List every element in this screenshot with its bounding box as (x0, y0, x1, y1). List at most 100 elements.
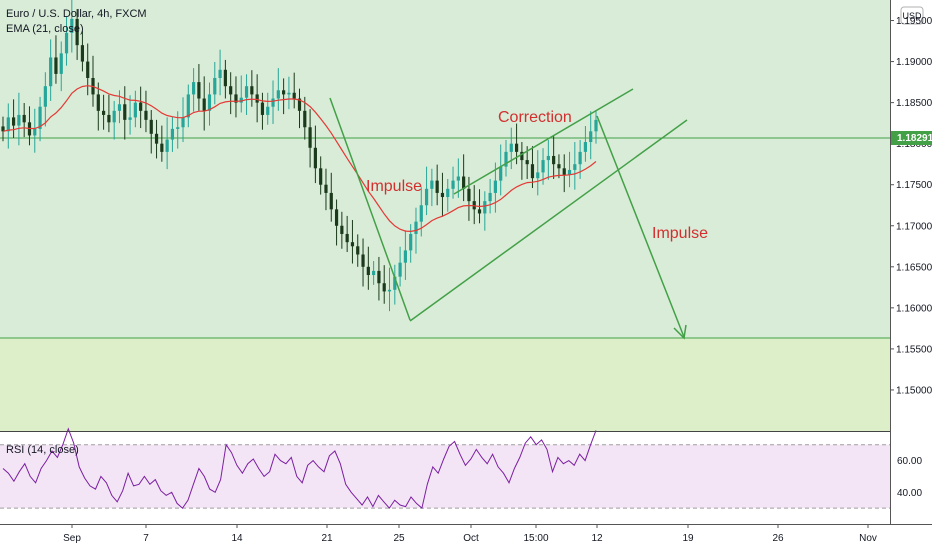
candle-body (589, 131, 593, 143)
candle-body (477, 209, 482, 214)
candle-body (451, 180, 455, 189)
candle-body (403, 250, 407, 263)
candle-body (64, 32, 69, 54)
candle-body (462, 176, 466, 189)
time-tick-label: 21 (321, 533, 333, 544)
currency-button[interactable] (900, 6, 924, 25)
candle-body (6, 117, 10, 132)
candle-body (340, 225, 344, 234)
candle-body (229, 86, 233, 95)
candle-body (541, 160, 545, 173)
candles-group (1, 0, 598, 312)
rsi-legend[interactable]: RSI (14, close) (6, 443, 79, 458)
candle-body (525, 160, 529, 165)
impulse-down-label: Impulse (366, 178, 422, 195)
time-tick-label: Nov (859, 533, 877, 544)
candle-body (546, 155, 550, 161)
candle-body (276, 90, 280, 99)
price-axis[interactable]: USD 1.195001.190001.185001.180001.175001… (890, 6, 932, 396)
candle-body (207, 94, 212, 111)
candle-body (562, 168, 566, 175)
candle-body (514, 143, 519, 152)
legend: Euro / U.S. Dollar, 4h, FXCM EMA (21, cl… (6, 7, 147, 37)
price-tick-label: 1.18500 (896, 98, 932, 109)
candle-body (356, 246, 360, 255)
candle-body (144, 110, 148, 120)
impulse-down-line[interactable] (329, 97, 411, 321)
time-tick-label: 26 (772, 533, 784, 544)
candle-body (319, 168, 323, 185)
candle-body (552, 155, 556, 165)
projection-arrowhead (673, 324, 687, 340)
candle-body (393, 276, 397, 290)
lower-zone (0, 338, 890, 431)
rsi-line (2, 427, 597, 510)
candle-body (213, 77, 217, 95)
candle-body (266, 106, 270, 115)
time-tick-label: 15:00 (523, 533, 548, 544)
candle-body (467, 188, 471, 202)
candle-body (573, 164, 577, 170)
candle-body (440, 192, 445, 198)
candle-body (181, 117, 185, 128)
candle-body (536, 172, 540, 179)
price-tick-label: 1.15000 (896, 385, 932, 396)
candle-body (139, 102, 143, 111)
candle-body (430, 180, 434, 189)
time-tick-label: 14 (231, 533, 243, 544)
candle-body (176, 127, 180, 129)
candle-body (186, 94, 190, 118)
candle-body (192, 82, 196, 95)
price-tick-label: 1.16500 (896, 262, 932, 273)
candle-body (218, 69, 222, 78)
candle-body (557, 164, 561, 169)
current-price-label: 1.18291 (897, 133, 932, 144)
time-tick-label: Oct (463, 533, 479, 544)
candle-body (435, 180, 439, 193)
candle-body (165, 139, 169, 152)
candle-body (250, 86, 254, 95)
candle-body (372, 270, 376, 276)
time-tick-label: 19 (682, 533, 694, 544)
channel-upper-line[interactable] (453, 88, 634, 195)
candle-body (493, 180, 498, 193)
candle-body (377, 270, 381, 284)
candle-body (160, 143, 164, 152)
candle-body (504, 151, 508, 167)
candle-body (530, 164, 535, 179)
candle-body (509, 143, 513, 152)
candle-body (324, 184, 328, 193)
rsi-tick-label: 40.00 (897, 488, 922, 499)
correction-label: Correction (498, 109, 572, 126)
candle-body (11, 117, 16, 126)
time-tick-label: Sep (63, 533, 81, 544)
candle-body (282, 90, 286, 95)
candle-body (260, 102, 265, 115)
channel-lower-line[interactable] (409, 119, 688, 322)
time-tick-label: 12 (591, 533, 603, 544)
ema-legend[interactable]: EMA (21, close) (6, 23, 84, 35)
candle-body (133, 102, 137, 118)
candle-body (149, 119, 153, 134)
candle-body (197, 82, 201, 99)
time-tick-label: 25 (393, 533, 405, 544)
candle-body (387, 289, 392, 292)
rsi-tick-label: 60.00 (897, 456, 922, 467)
candle-body (244, 86, 249, 98)
candle-body (107, 114, 111, 123)
rsi-band (0, 444, 890, 509)
candle-body (483, 201, 487, 214)
rsi-legend-label: RSI (14, close) (6, 444, 79, 456)
candle-body (409, 233, 413, 251)
currency-button-label: USD (902, 11, 922, 21)
candle-body (117, 104, 122, 111)
candle-body (287, 92, 291, 95)
time-axis[interactable]: Sep 7 14 21 25 Oct 15:00 12 19 26 Nov (63, 524, 877, 544)
candle-body (75, 18, 79, 46)
projection-arrow-line[interactable] (596, 115, 685, 338)
current-price-badge (891, 131, 932, 145)
symbol-title[interactable]: Euro / U.S. Dollar, 4h, FXCM (6, 8, 147, 20)
ema-line (2, 85, 597, 233)
